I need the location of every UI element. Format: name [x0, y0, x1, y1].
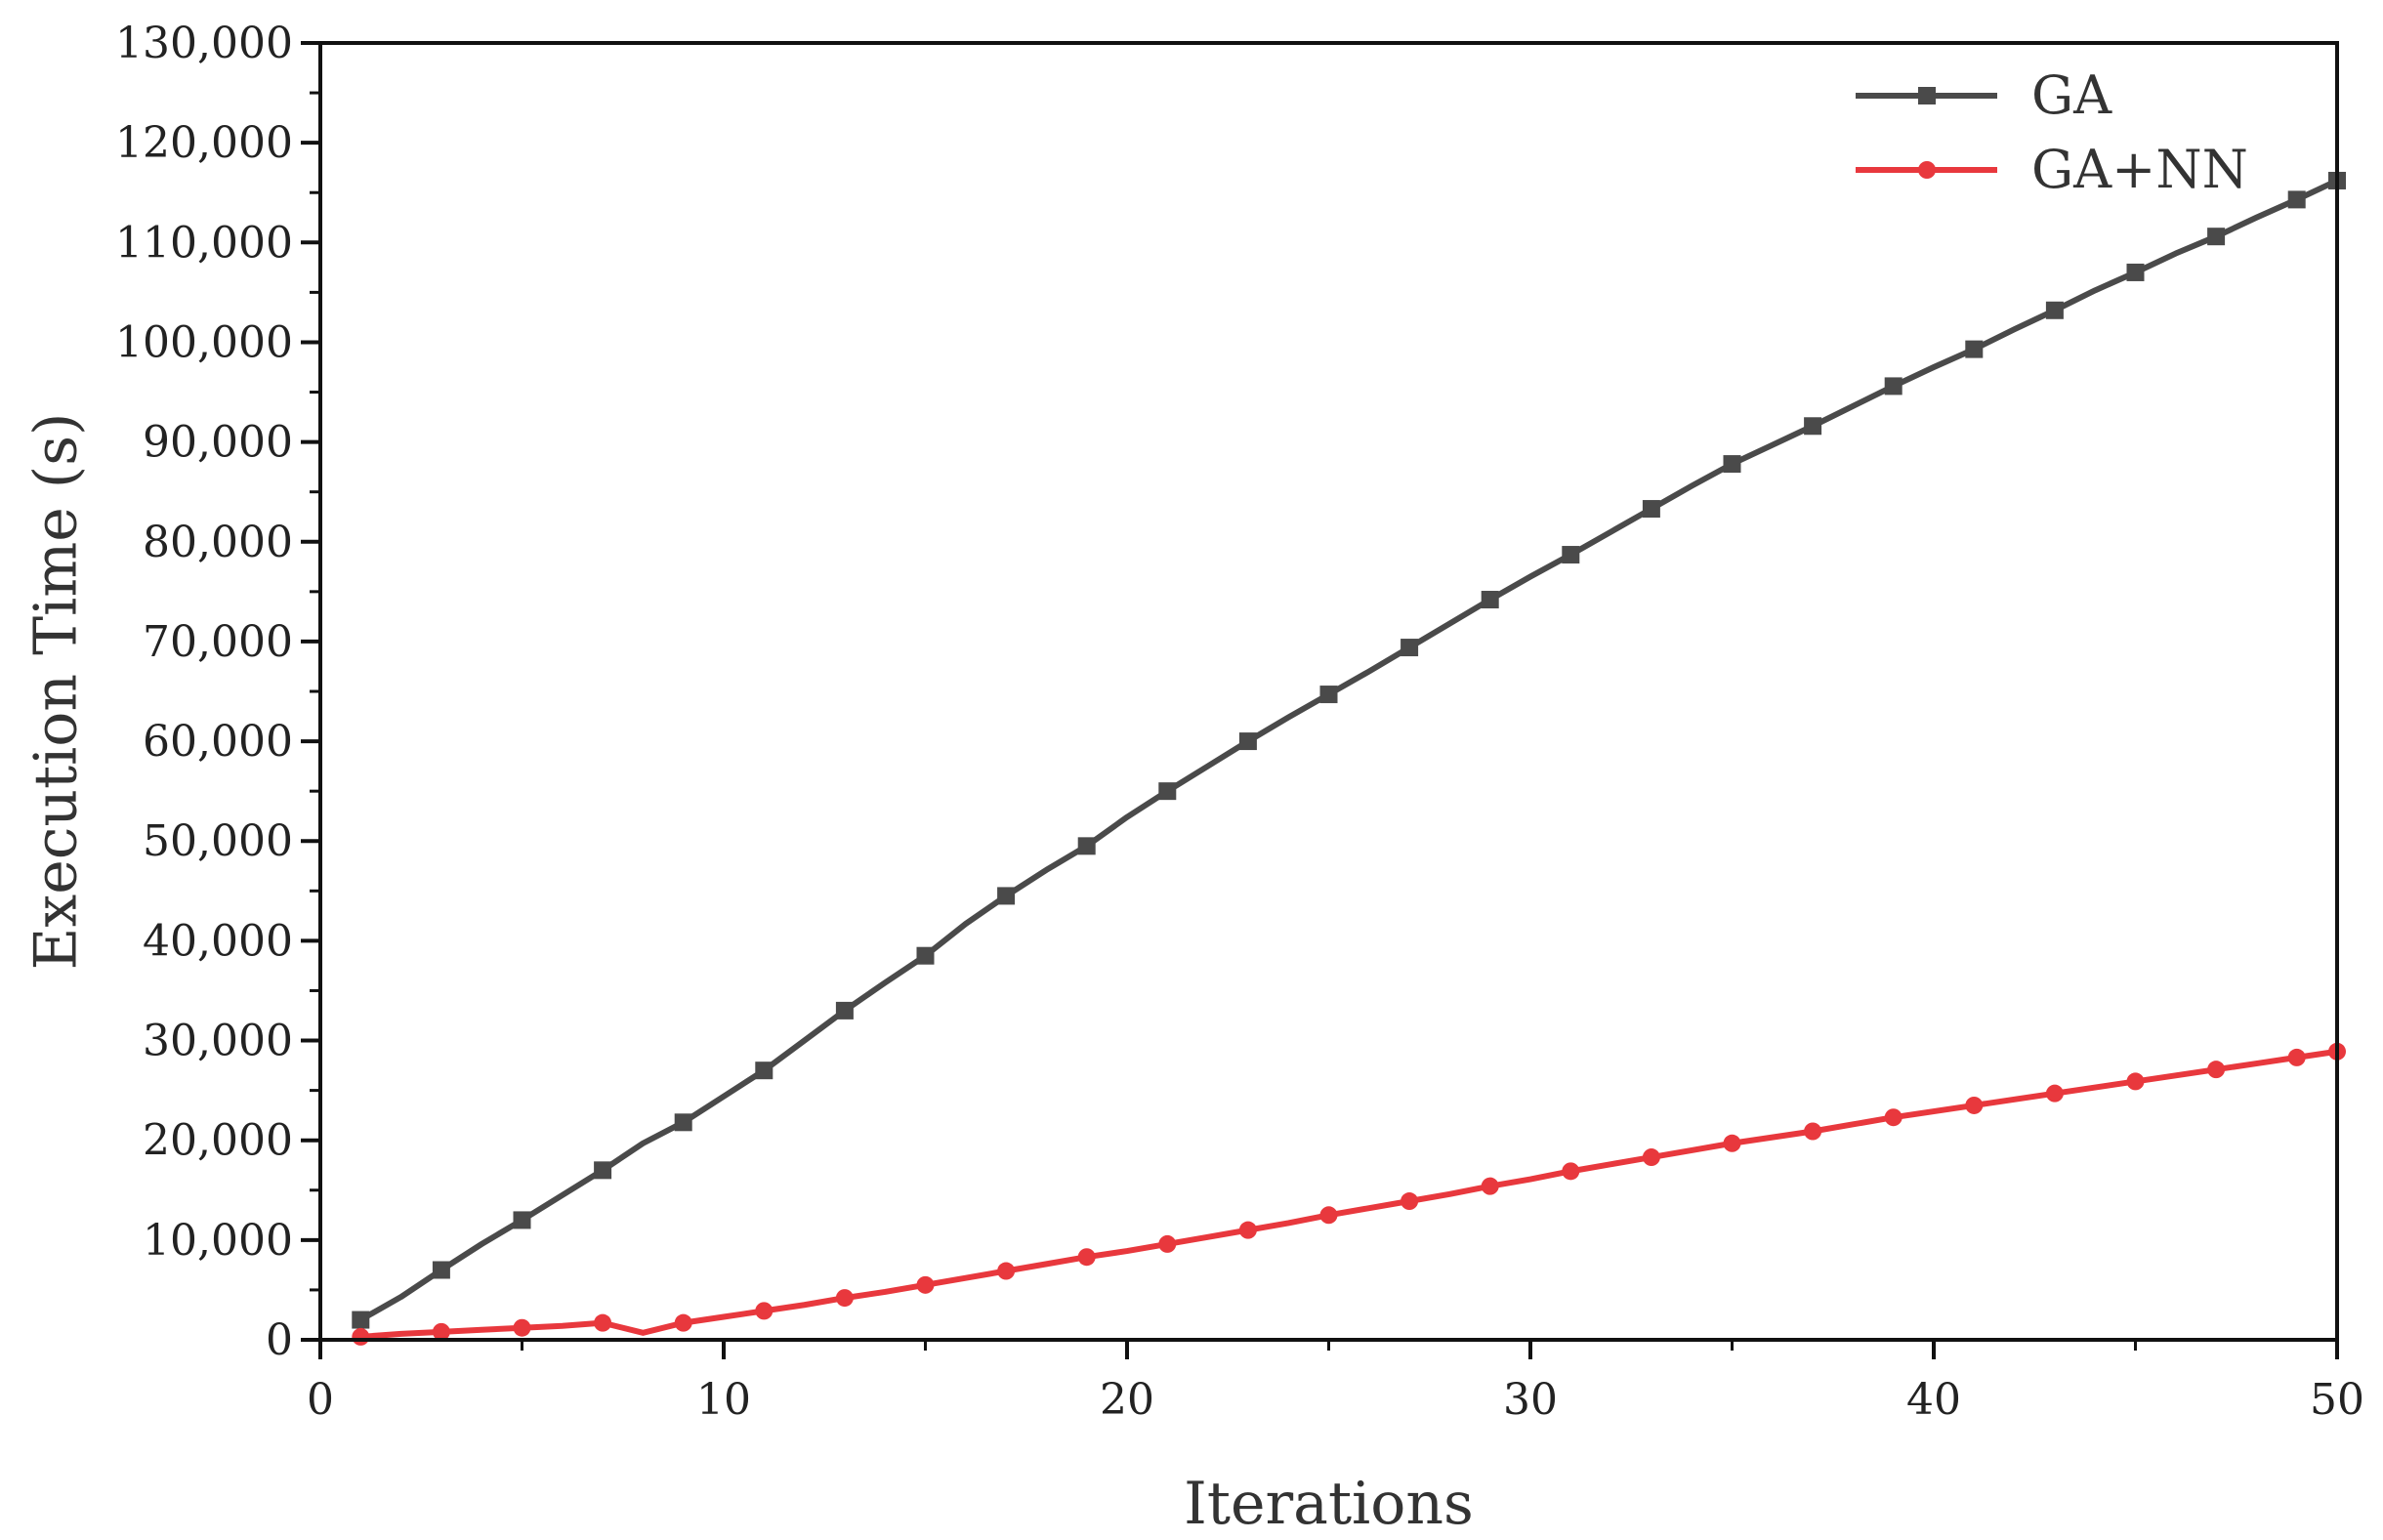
data-point: [2207, 228, 2226, 246]
y-tick-label: 100,000: [115, 317, 293, 367]
data-point: [1965, 340, 1984, 358]
y-tick-label: 130,000: [115, 19, 293, 68]
y-tick-label: 0: [266, 1315, 293, 1365]
data-point: [1642, 500, 1660, 519]
data-point: [916, 946, 935, 965]
data-point: [1804, 1122, 1822, 1141]
data-point: [1401, 639, 1419, 657]
data-point: [1077, 1248, 1096, 1267]
data-point: [674, 1313, 692, 1332]
data-point: [2126, 263, 2145, 281]
x-tick-label: 20: [1100, 1375, 1154, 1425]
legend-item: GA+NN: [1856, 139, 2248, 200]
data-point: [1723, 1134, 1741, 1152]
series-ga-nn: [352, 1042, 2346, 1346]
legend: GA GA+NN: [1856, 64, 2248, 200]
y-tick-label: 30,000: [143, 1017, 293, 1066]
data-point: [2045, 1084, 2064, 1103]
x-tick-label: 30: [1503, 1375, 1558, 1425]
y-tick-label: 110,000: [115, 218, 293, 268]
data-point: [1804, 417, 1822, 436]
data-point: [1238, 732, 1257, 751]
data-point: [513, 1318, 531, 1337]
data-point: [2126, 1072, 2145, 1091]
data-point: [1238, 1221, 1257, 1239]
data-point: [432, 1261, 450, 1279]
data-point: [1158, 1234, 1177, 1253]
y-tick-label: 20,000: [143, 1116, 293, 1166]
legend-label: GA: [2031, 64, 2112, 126]
data-point: [1562, 1162, 1580, 1181]
y-tick-label: 70,000: [143, 617, 293, 667]
legend-label: GA+NN: [2031, 139, 2248, 200]
data-point: [1158, 782, 1177, 801]
data-point: [1319, 686, 1338, 704]
data-point: [594, 1313, 612, 1332]
data-point: [2045, 301, 2064, 319]
data-point: [916, 1275, 935, 1294]
data-point: [674, 1113, 692, 1132]
plot-area-frame: [318, 41, 2339, 1342]
data-point: [997, 887, 1016, 905]
x-tick-label: 10: [696, 1375, 751, 1425]
data-point: [1481, 591, 1499, 609]
data-point: [755, 1302, 773, 1320]
y-tick-label: 120,000: [115, 118, 293, 168]
data-point: [1562, 546, 1580, 564]
data-point: [1884, 1108, 1902, 1127]
x-tick-label: 50: [2310, 1375, 2364, 1425]
y-tick-label: 90,000: [143, 418, 293, 468]
data-point: [2287, 190, 2306, 209]
x-axis-title: Iterations: [1184, 1470, 1474, 1538]
data-point: [2207, 1061, 2226, 1079]
legend-marker: [1918, 87, 1936, 104]
data-point: [835, 1289, 854, 1308]
series-layer: [352, 171, 2346, 1346]
data-point: [432, 1322, 450, 1341]
y-tick-label: 40,000: [143, 916, 293, 966]
data-point: [1401, 1192, 1419, 1211]
y-tick-label: 60,000: [143, 717, 293, 767]
data-point: [755, 1061, 773, 1080]
axes: 0 10 20 30 40 50 0 10,000 20,000 30,000 40,000 50,0…: [115, 19, 2364, 1425]
y-tick-label: 10,000: [143, 1216, 293, 1266]
data-point: [997, 1262, 1016, 1280]
data-point: [2287, 1048, 2306, 1066]
data-point: [1723, 455, 1741, 474]
legend-marker: [1918, 161, 1936, 179]
data-point: [352, 1311, 370, 1329]
data-point: [1319, 1206, 1338, 1225]
data-point: [1642, 1148, 1660, 1167]
x-tick-label: 40: [1906, 1375, 1961, 1425]
y-axis-title: Execution Time (s): [22, 413, 91, 971]
x-tick-label: 0: [307, 1375, 334, 1425]
data-point: [1884, 377, 1902, 395]
y-tick-label: 80,000: [143, 518, 293, 567]
data-point: [352, 1327, 370, 1346]
data-point: [594, 1161, 612, 1180]
data-point: [835, 1001, 854, 1020]
data-point: [513, 1211, 531, 1229]
y-tick-label: 50,000: [143, 816, 293, 866]
data-point: [1077, 837, 1096, 855]
legend-item: GA: [1856, 64, 2112, 126]
data-point: [1481, 1177, 1499, 1195]
data-point: [1965, 1096, 1984, 1114]
